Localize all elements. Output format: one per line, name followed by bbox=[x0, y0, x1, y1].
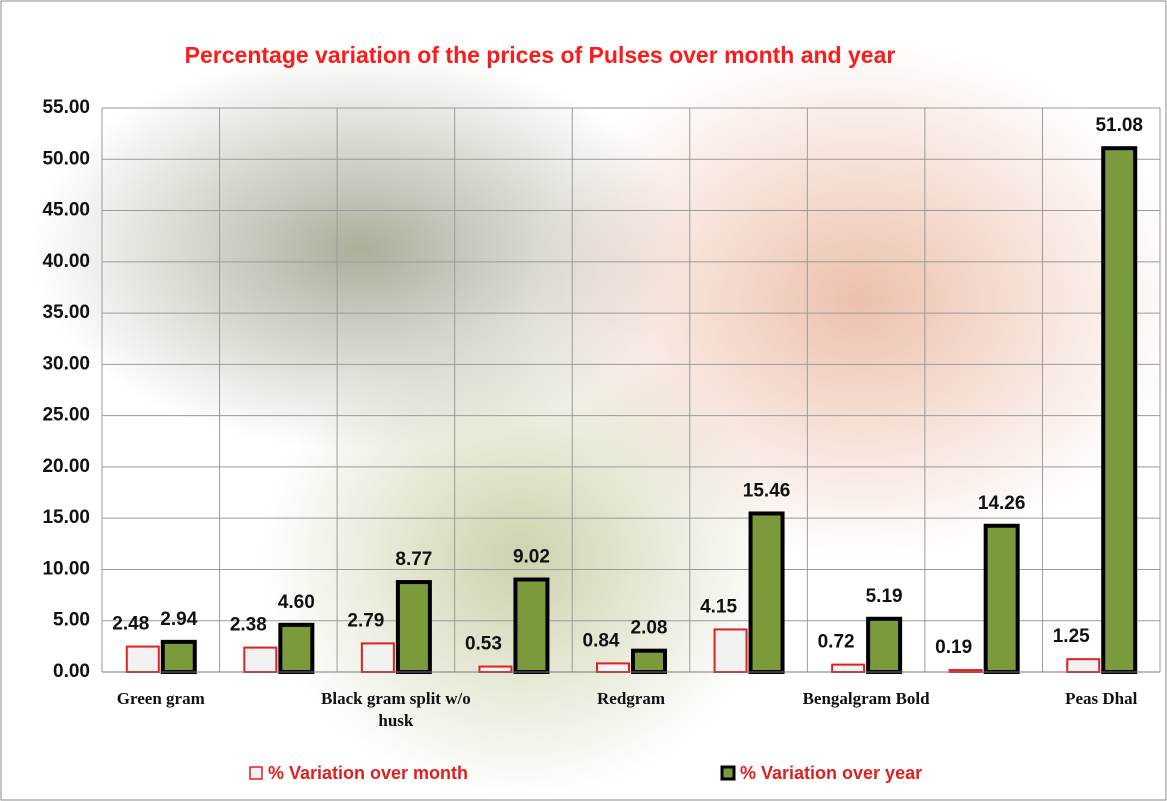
legend-swatch bbox=[720, 765, 736, 781]
data-label: 0.53 bbox=[465, 634, 502, 655]
y-tick-label: 0.00 bbox=[53, 661, 90, 682]
legend-label: % Variation over month bbox=[268, 763, 468, 783]
data-label: 9.02 bbox=[513, 547, 550, 568]
data-label: 4.60 bbox=[278, 592, 315, 613]
data-label: 2.94 bbox=[160, 609, 197, 630]
y-tick-label: 35.00 bbox=[42, 302, 90, 323]
data-label: 15.46 bbox=[743, 480, 791, 501]
bar bbox=[1066, 658, 1101, 674]
data-label: 8.77 bbox=[395, 549, 432, 570]
bar bbox=[831, 663, 866, 673]
y-tick-label: 20.00 bbox=[42, 456, 90, 477]
bar bbox=[278, 622, 315, 675]
data-label: 0.72 bbox=[818, 632, 855, 653]
bar bbox=[513, 577, 550, 675]
x-tick-label: Redgram bbox=[597, 689, 665, 708]
background bbox=[260, 320, 780, 800]
bar bbox=[395, 580, 432, 674]
bar bbox=[631, 648, 667, 674]
y-tick-label: 10.00 bbox=[42, 558, 90, 579]
bar bbox=[1101, 146, 1138, 674]
x-tick-label: Black gram split w/o husk bbox=[321, 689, 471, 730]
data-label: 5.19 bbox=[866, 586, 903, 607]
data-label: 2.79 bbox=[347, 610, 384, 631]
y-tick-label: 25.00 bbox=[42, 405, 90, 426]
x-tick-label: Peas Dhal bbox=[1065, 689, 1138, 708]
bar bbox=[748, 511, 785, 674]
x-tick-label: Green gram bbox=[116, 689, 205, 708]
y-tick-label: 50.00 bbox=[42, 148, 90, 169]
data-label: 2.08 bbox=[631, 618, 668, 639]
data-label: 1.25 bbox=[1053, 626, 1090, 647]
y-tick-label: 55.00 bbox=[42, 97, 90, 118]
y-tick-label: 45.00 bbox=[42, 200, 90, 221]
x-tick-label: Bengalgram Bold bbox=[802, 689, 930, 708]
data-label: 0.84 bbox=[583, 630, 620, 651]
data-label: 51.08 bbox=[1095, 115, 1143, 136]
y-tick-label: 30.00 bbox=[42, 353, 90, 374]
bar bbox=[983, 523, 1020, 675]
bar bbox=[866, 616, 903, 675]
bar bbox=[478, 665, 513, 673]
y-tick-label: 15.00 bbox=[42, 507, 90, 528]
bar bbox=[160, 639, 197, 674]
y-tick-label: 5.00 bbox=[53, 610, 90, 631]
bar bbox=[713, 628, 748, 674]
data-label: 14.26 bbox=[978, 493, 1026, 514]
chart-title: Percentage variation of the prices of Pu… bbox=[185, 42, 896, 68]
legend-label: % Variation over year bbox=[740, 763, 922, 783]
bar bbox=[596, 662, 630, 673]
legend-swatch bbox=[249, 766, 263, 780]
bar bbox=[360, 642, 395, 674]
data-label: 4.15 bbox=[700, 596, 737, 617]
bar bbox=[243, 646, 278, 673]
data-label: 2.38 bbox=[230, 615, 267, 636]
y-tick-label: 40.00 bbox=[42, 251, 90, 272]
bar bbox=[125, 645, 160, 673]
data-label: 2.48 bbox=[112, 614, 149, 635]
data-label: 0.19 bbox=[935, 637, 972, 658]
